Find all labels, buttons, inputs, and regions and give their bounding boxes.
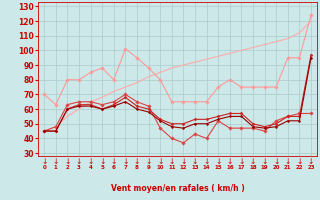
X-axis label: Vent moyen/en rafales ( km/h ): Vent moyen/en rafales ( km/h )	[111, 184, 244, 193]
